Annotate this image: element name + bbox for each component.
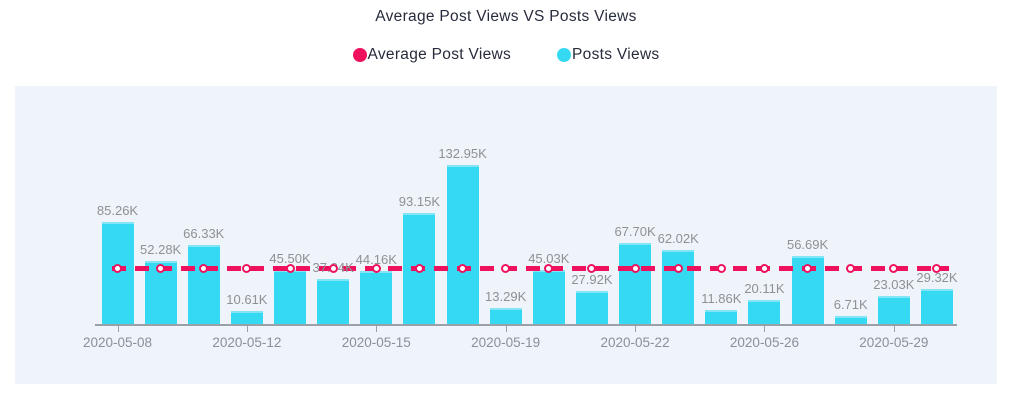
average-line-marker[interactable]	[501, 263, 511, 273]
x-axis-tick-label: 2020-05-29	[859, 335, 929, 350]
bar-value-label: 23.03K	[873, 277, 915, 292]
bar-posts-views[interactable]	[101, 222, 134, 324]
bar-value-label: 10.61K	[226, 292, 268, 307]
bar-value-label: 27.92K	[571, 272, 613, 287]
x-axis-tick-label: 2020-05-08	[82, 335, 153, 350]
average-line-marker[interactable]	[759, 263, 769, 273]
average-line-marker[interactable]	[113, 263, 122, 273]
x-axis-tick-label: 2020-05-22	[600, 335, 670, 350]
average-line-marker[interactable]	[199, 263, 209, 273]
x-axis-tick	[505, 326, 507, 332]
legend-label-posts-views: Posts Views	[572, 46, 660, 63]
legend-item-posts-views[interactable]: Posts Views	[557, 46, 659, 64]
average-line-marker[interactable]	[414, 263, 424, 273]
bar-value-label: 132.95K	[438, 146, 487, 161]
average-line-marker[interactable]	[242, 263, 252, 273]
average-line-marker[interactable]	[630, 263, 640, 273]
bar-value-label: 29.32K	[916, 270, 958, 285]
x-axis-tick	[246, 326, 248, 332]
average-line-marker[interactable]	[803, 263, 813, 273]
average-line-marker[interactable]	[716, 263, 726, 273]
legend-item-average-post-views[interactable]: Average Post Views	[352, 46, 512, 64]
average-line-marker[interactable]	[932, 263, 942, 273]
bar-value-label: 93.15K	[398, 194, 441, 209]
x-axis-tick-label: 2020-05-19	[471, 335, 541, 350]
bar-posts-views[interactable]	[489, 308, 522, 324]
bar-posts-views[interactable]	[748, 300, 781, 324]
bar-value-label: 62.02K	[657, 231, 699, 246]
x-axis-tick	[117, 326, 119, 332]
average-line-marker[interactable]	[889, 263, 899, 273]
plot-area: 85.26K52.28K66.33K10.61K45.50K37.84K44.1…	[15, 86, 997, 384]
x-axis-tick	[893, 326, 895, 332]
bar-posts-views[interactable]	[662, 250, 695, 324]
legend-label-average-post-views: Average Post Views	[367, 46, 512, 63]
x-axis-line	[95, 324, 957, 326]
bar-value-label: 44.16K	[355, 252, 397, 267]
bar-value-label: 85.26K	[96, 203, 139, 218]
bar-posts-views[interactable]	[317, 279, 350, 324]
x-axis-tick-label: 2020-05-26	[729, 335, 799, 350]
bar-posts-views[interactable]	[187, 245, 220, 324]
average-line-marker[interactable]	[285, 263, 295, 273]
bar-value-label: 11.86K	[701, 291, 742, 306]
average-line-marker[interactable]	[544, 263, 554, 273]
bar-value-label: 67.70K	[614, 224, 656, 239]
bar-posts-views[interactable]	[446, 165, 479, 324]
bar-posts-views[interactable]	[705, 310, 738, 324]
bar-value-label: 45.50K	[269, 251, 311, 266]
average-line-marker[interactable]	[673, 263, 683, 273]
bar-posts-views[interactable]	[619, 243, 652, 324]
bar-posts-views[interactable]	[834, 316, 867, 324]
x-axis-tick-label: 2020-05-12	[212, 335, 282, 350]
bar-value-label: 6.71K	[833, 297, 868, 312]
average-line-marker[interactable]	[846, 263, 856, 273]
average-line-marker[interactable]	[587, 263, 597, 273]
bar-posts-views[interactable]	[575, 291, 608, 324]
bar-value-label: 66.33K	[183, 226, 225, 241]
bar-posts-views[interactable]	[360, 271, 393, 324]
posts-views-swatch-icon	[557, 48, 572, 62]
x-axis-tick-label: 2020-05-15	[341, 335, 411, 350]
bar-value-label: 45.03K	[528, 251, 570, 266]
average-line-marker[interactable]	[156, 263, 166, 273]
x-axis-tick	[635, 326, 637, 332]
x-axis-tick	[764, 326, 766, 332]
bar-posts-views[interactable]	[532, 270, 565, 324]
chart-panel: 85.26K52.28K66.33K10.61K45.50K37.84K44.1…	[15, 86, 997, 384]
chart-title: Average Post Views VS Posts Views	[375, 8, 637, 25]
average-line	[111, 265, 949, 271]
average-line-marker[interactable]	[371, 263, 381, 273]
average-post-views-swatch-icon	[352, 48, 367, 62]
legend: Average Post Views Posts Views	[0, 46, 1012, 64]
average-line-marker[interactable]	[328, 263, 338, 273]
bar-value-label: 56.69K	[786, 237, 829, 252]
bar-posts-views[interactable]	[920, 289, 953, 324]
bar-posts-views[interactable]	[274, 270, 307, 324]
bar-value-label: 13.29K	[485, 289, 527, 304]
bar-value-label: 52.28K	[140, 242, 182, 257]
bar-value-label: 20.11K	[744, 281, 785, 296]
bar-posts-views[interactable]	[230, 311, 263, 324]
x-axis-tick	[376, 326, 378, 332]
average-line-marker[interactable]	[458, 263, 468, 273]
bar-posts-views[interactable]	[877, 296, 910, 324]
